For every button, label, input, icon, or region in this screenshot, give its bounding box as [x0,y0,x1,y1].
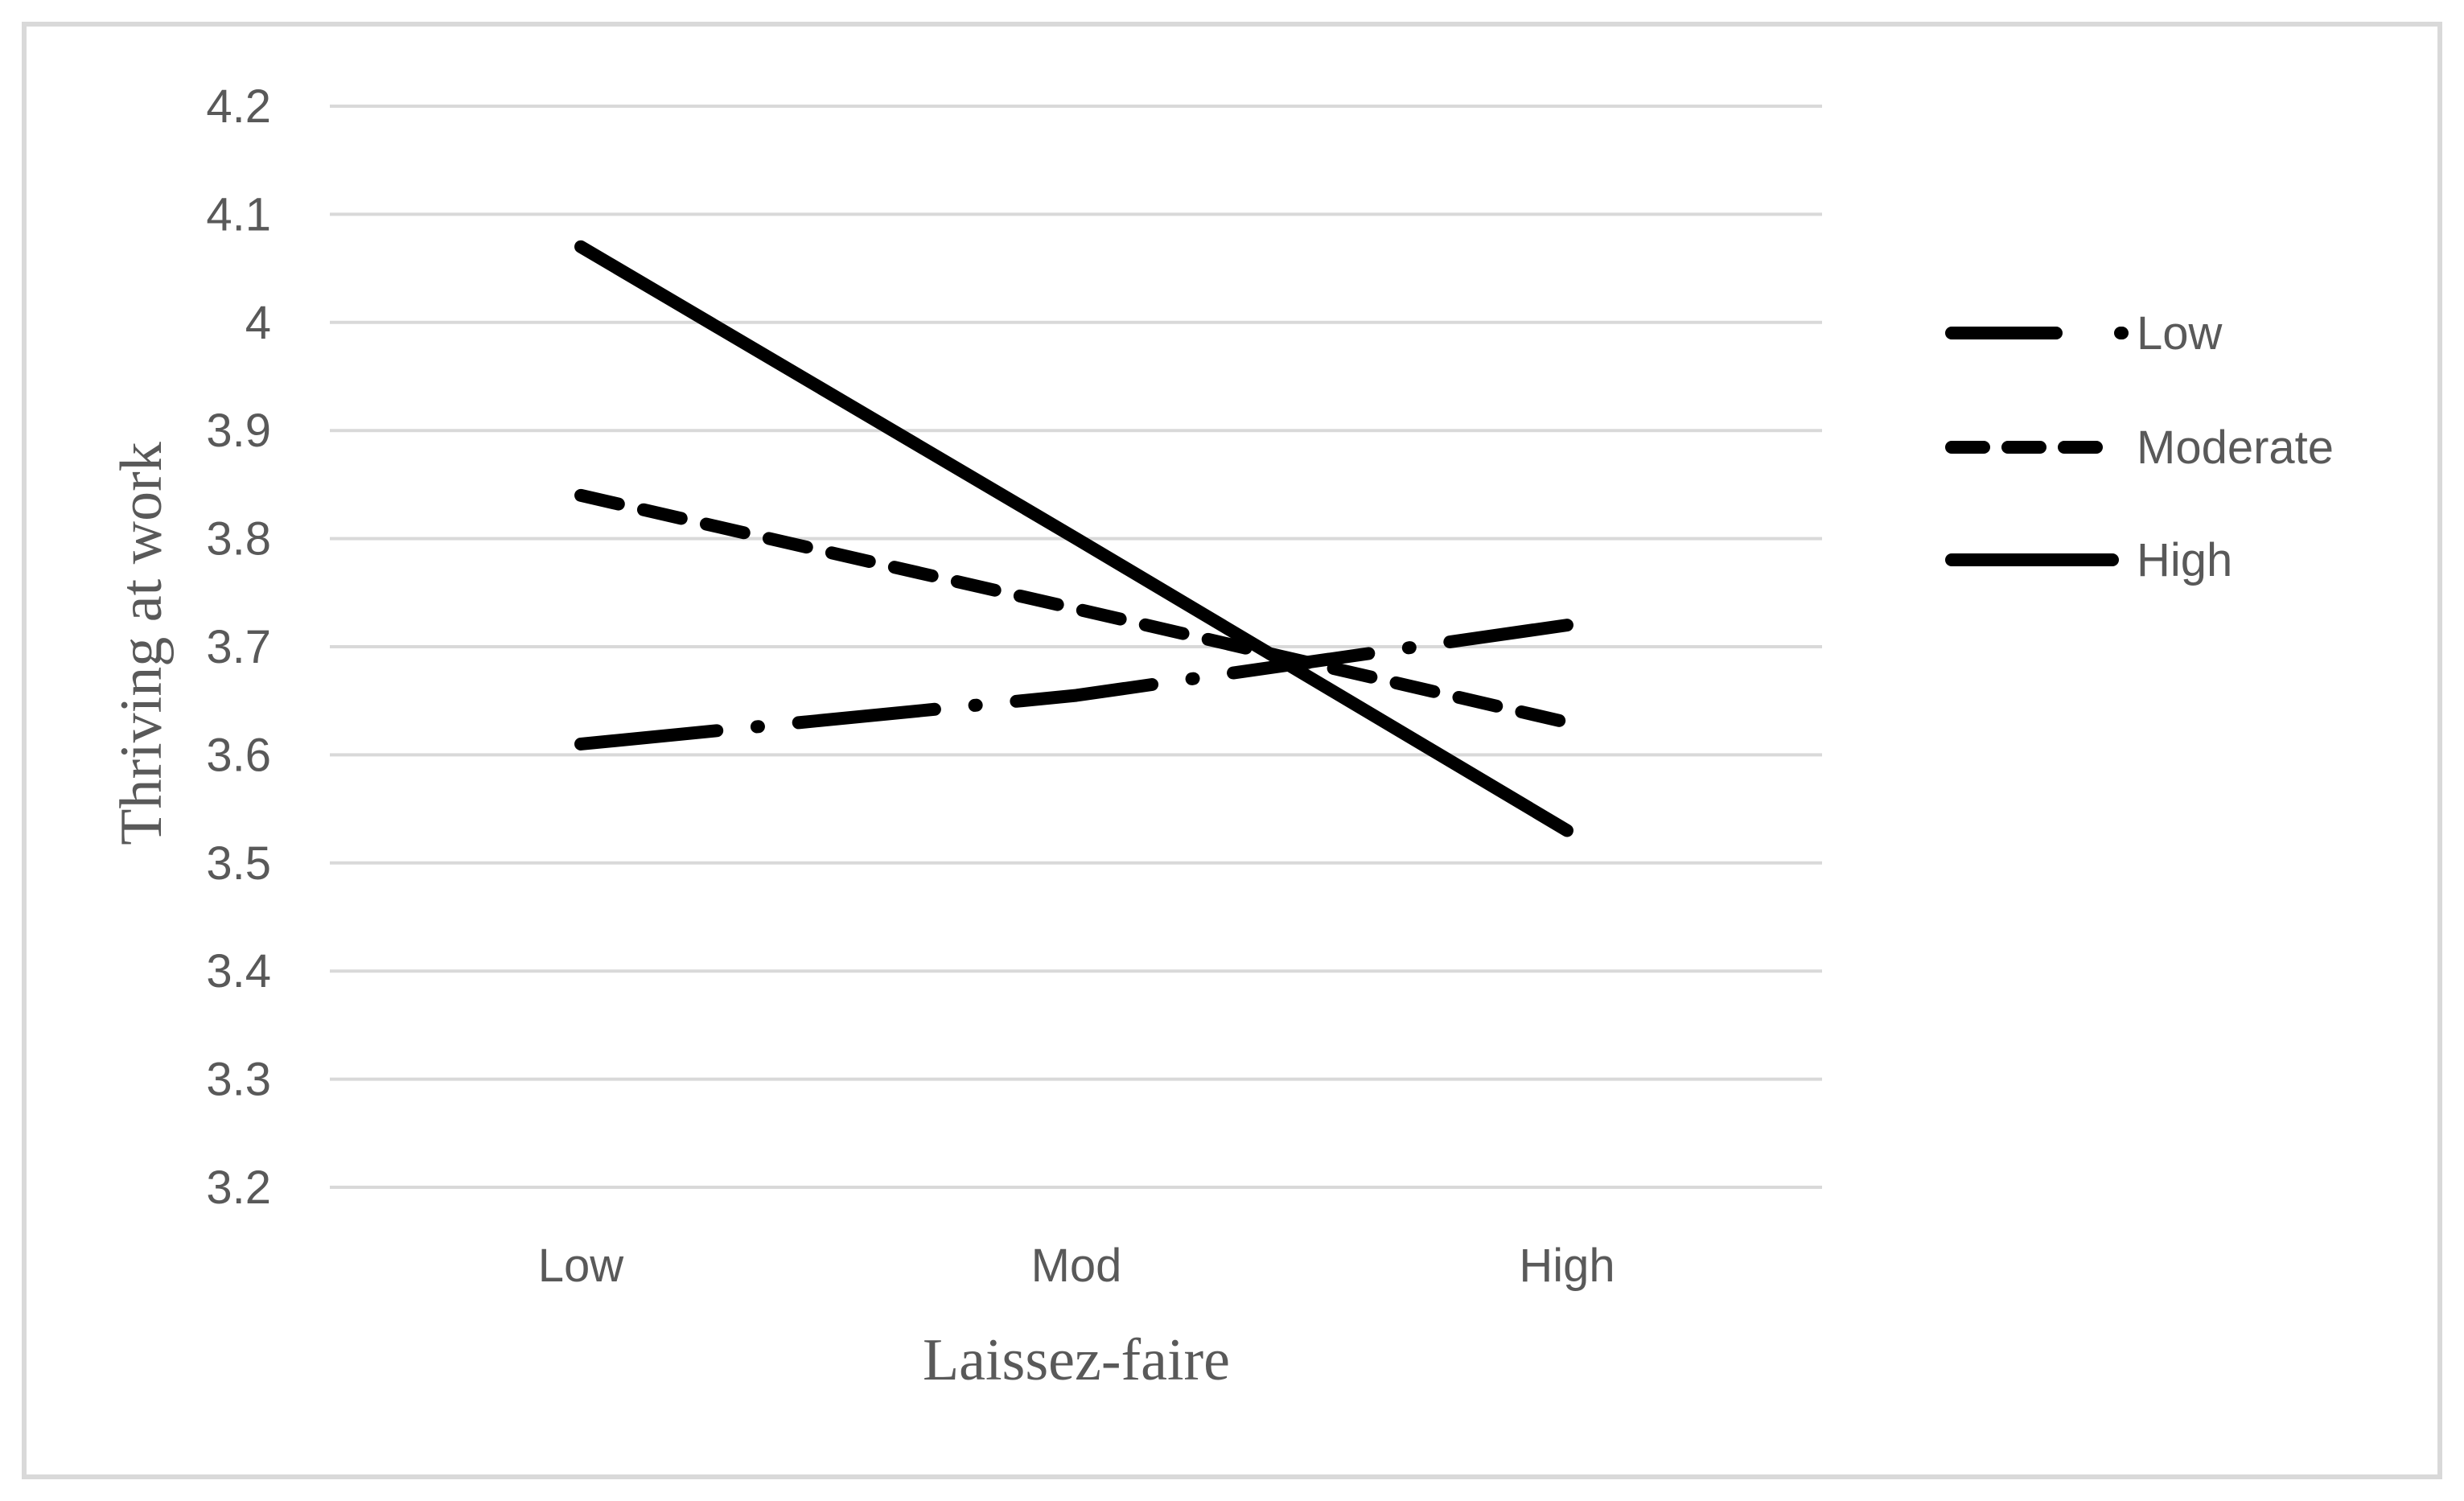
y-tick-label: 4.2 [206,80,271,133]
x-tick-label: High [1519,1240,1615,1292]
legend-label-moderate: Moderate [2137,422,2334,474]
y-tick-label: 3.2 [206,1162,271,1214]
y-tick-labels: 3.2 3.3 3.4 3.5 3.6 3.7 3.8 3.9 4 4.1 4.2 [206,80,271,1214]
series-line-low [574,619,1573,750]
y-tick-label: 4 [245,297,271,349]
y-tick-label: 3.8 [206,513,271,565]
y-tick-label: 3.4 [206,945,271,997]
x-axis-title: Laissez-faire [923,1327,1230,1393]
legend-label-low: Low [2137,307,2223,360]
legend: Low Moderate High [1945,307,2334,586]
y-tick-label: 3.7 [206,621,271,673]
y-tick-label: 3.3 [206,1054,271,1106]
x-tick-label: Low [538,1240,625,1292]
x-tick-labels: Low Mod High [538,1240,1615,1292]
series-line-moderate [574,488,1573,730]
series-line-high [574,240,1573,837]
gridlines [330,105,1822,1189]
series-lines [574,240,1573,837]
y-tick-label: 3.9 [206,405,271,457]
y-axis-title: Thriving at work [109,442,175,845]
legend-label-high: High [2137,534,2232,586]
y-tick-label: 3.6 [206,729,271,781]
chart-border [22,22,2442,1479]
x-tick-label: Mod [1031,1240,1122,1292]
y-tick-label: 3.5 [206,837,271,890]
y-tick-label: 4.1 [206,188,271,241]
